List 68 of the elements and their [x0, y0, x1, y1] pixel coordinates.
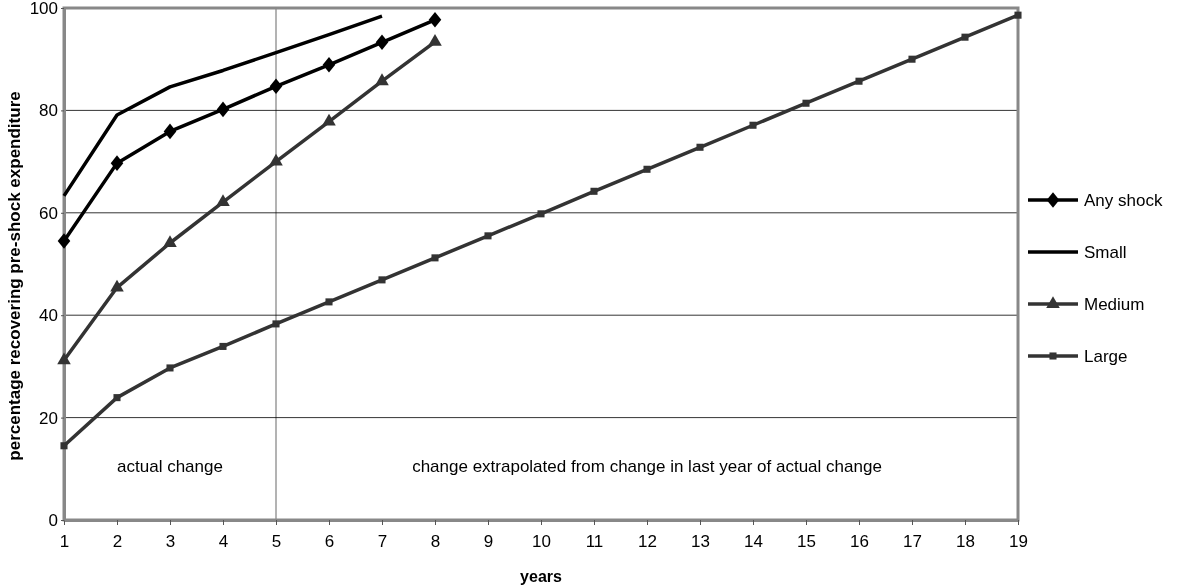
point	[219, 342, 227, 350]
point	[590, 187, 598, 195]
point	[216, 101, 230, 118]
point	[57, 352, 71, 365]
x-tick-label: 5	[271, 531, 282, 551]
point	[428, 33, 442, 46]
y-tick-label: 20	[39, 408, 58, 428]
x-tick-label: 13	[691, 531, 710, 551]
legend-label: Large	[1084, 347, 1128, 366]
point	[325, 298, 333, 306]
point	[163, 235, 177, 247]
y-tick-label: 60	[39, 203, 58, 223]
point	[57, 233, 71, 249]
point	[643, 165, 651, 173]
x-tick-label: 2	[112, 531, 123, 551]
x-tick-label: 1	[59, 531, 70, 551]
point	[428, 11, 442, 28]
point	[378, 276, 386, 284]
y-tick-label: 100	[29, 0, 58, 18]
legend-label: Any shock	[1084, 191, 1163, 210]
y-tick-label: 40	[39, 306, 58, 326]
point	[802, 99, 810, 107]
legend-label: Medium	[1084, 295, 1145, 314]
x-tick-label: 4	[218, 531, 229, 551]
y-tick-label: 0	[48, 510, 58, 530]
point	[166, 364, 174, 372]
point	[110, 279, 124, 292]
point	[375, 34, 389, 51]
point	[110, 155, 124, 171]
point	[272, 320, 280, 328]
x-tick-label: 9	[483, 531, 494, 551]
x-tick-label: 16	[850, 531, 869, 551]
x-tick-label: 8	[430, 531, 441, 551]
point	[113, 394, 121, 402]
legend-label: Small	[1084, 243, 1127, 262]
point	[908, 55, 916, 63]
x-tick-label: 12	[638, 531, 657, 551]
x-tick-label: 11	[585, 531, 604, 551]
point	[216, 194, 230, 206]
x-tick-label: 6	[324, 531, 335, 551]
point	[961, 33, 969, 41]
y-tick-label: 80	[39, 101, 58, 121]
x-tick-label: 14	[744, 531, 763, 551]
point	[375, 73, 389, 86]
x-tick-label: 19	[1009, 531, 1028, 551]
point	[163, 123, 177, 140]
annotation: actual change	[117, 457, 223, 476]
point	[322, 57, 336, 73]
x-tick-label: 15	[797, 531, 816, 551]
point	[322, 113, 336, 126]
x-tick-label: 7	[377, 531, 388, 551]
point	[484, 232, 492, 240]
x-axis-title: years	[520, 568, 563, 585]
point	[749, 121, 757, 129]
point	[60, 442, 68, 450]
x-tick-label: 3	[165, 531, 176, 551]
x-tick-label: 10	[532, 531, 551, 551]
point	[855, 77, 863, 85]
point	[269, 78, 283, 95]
point	[696, 143, 704, 151]
annotation: change extrapolated from change in last year of actual change	[412, 457, 882, 476]
y-axis-title: percentage recovering pre-shock expenditure	[5, 91, 24, 461]
x-tick-label: 18	[956, 531, 975, 551]
point	[537, 210, 545, 218]
point	[431, 254, 439, 262]
point	[269, 153, 283, 166]
point	[1014, 11, 1022, 19]
x-tick-label: 17	[903, 531, 922, 551]
